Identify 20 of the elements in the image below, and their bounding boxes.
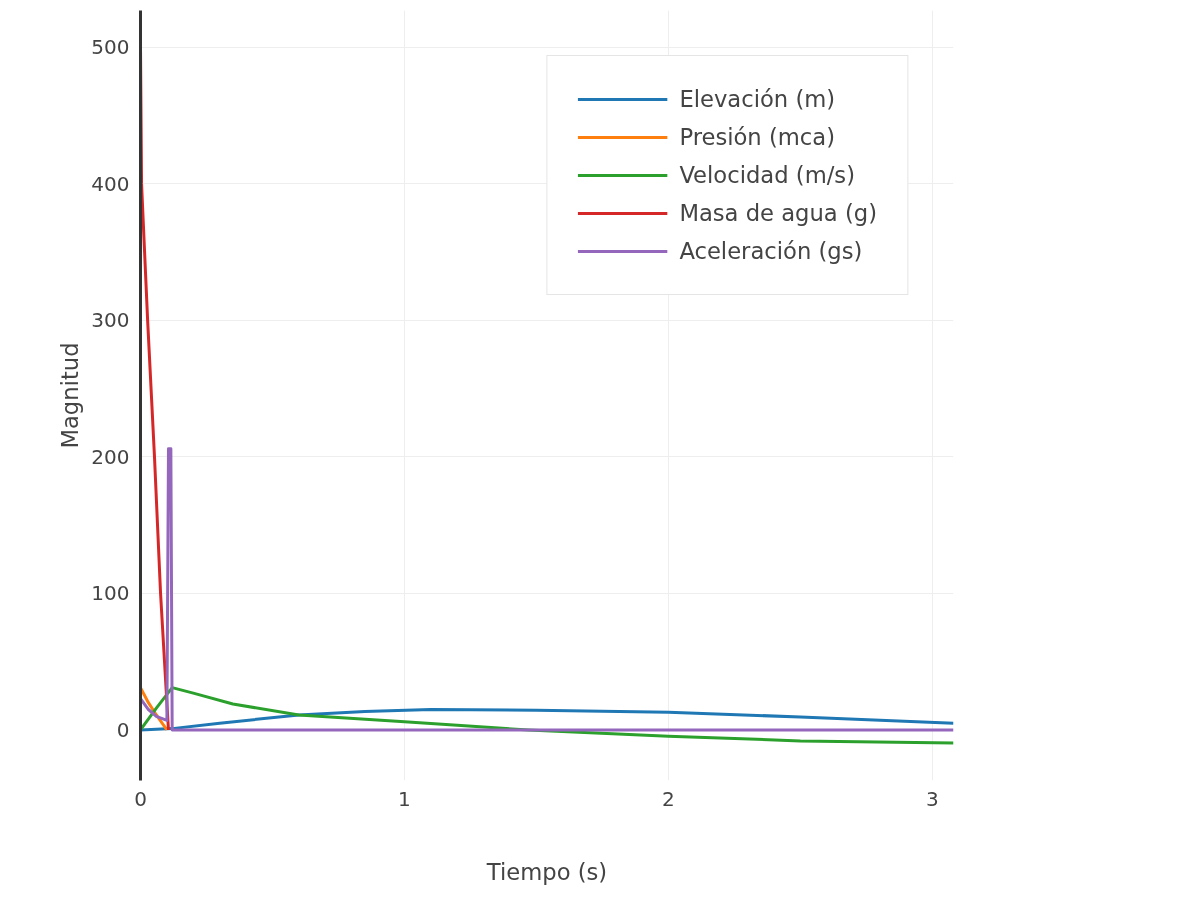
legend-label: Presión (mca) (679, 124, 836, 150)
legend-label: Elevación (m) (679, 86, 836, 112)
y-tick-label: 500 (91, 35, 130, 60)
legend-label: Velocidad (m/s) (679, 162, 855, 188)
x-tick-label: 2 (662, 786, 675, 811)
y-tick-label: 400 (91, 171, 130, 196)
line-series (140, 708, 954, 732)
y-tick-label: 200 (91, 444, 130, 469)
x-tick-label: 3 (926, 786, 939, 811)
y-tick-label: 300 (91, 308, 130, 333)
legend-label: Aceleración (gs) (679, 238, 863, 264)
line-series (140, 447, 954, 732)
legend-label: Masa de agua (g) (679, 200, 877, 226)
line-series (140, 686, 954, 745)
x-tick-label: 0 (134, 786, 147, 811)
y-axis-title: Magnitud (57, 342, 84, 449)
y-tick-label: 0 (116, 717, 130, 742)
x-tick-label: 1 (398, 786, 411, 811)
x-axis-title: Tiempo (s) (485, 858, 608, 885)
y-tick-label: 100 (91, 581, 130, 606)
